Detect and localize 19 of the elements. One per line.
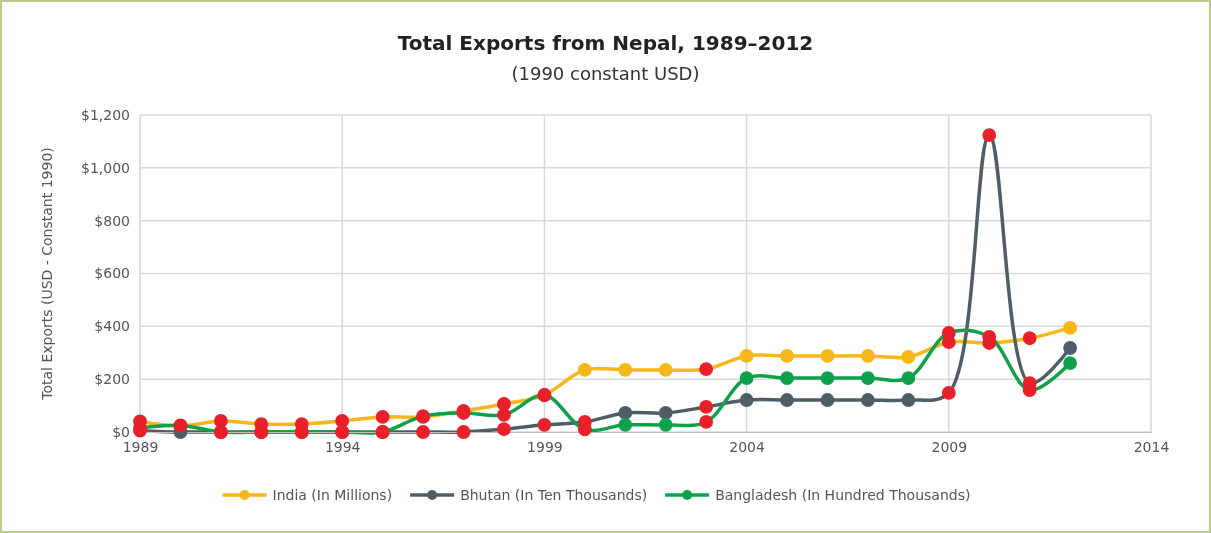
x-tick-label: 1994 bbox=[324, 438, 361, 455]
x-tick-label: 2009 bbox=[931, 438, 968, 455]
chart-subtitle: (1990 constant USD) bbox=[511, 63, 700, 84]
x-tick-label: 1989 bbox=[122, 438, 159, 455]
x-tick-label: 1999 bbox=[527, 438, 563, 455]
y-tick-label: $800 bbox=[94, 212, 130, 229]
legend-label: Bhutan (In Ten Thousands) bbox=[460, 487, 648, 503]
y-tick-label: $1,000 bbox=[81, 159, 130, 176]
legend-label: Bangladesh (In Hundred Thousands) bbox=[715, 487, 971, 503]
x-tick-label: 2004 bbox=[729, 438, 765, 455]
y-tick-label: $400 bbox=[94, 318, 130, 335]
y-tick-label: $600 bbox=[94, 265, 130, 282]
y-tick-label: $200 bbox=[94, 371, 130, 388]
y-tick-label: $1,200 bbox=[81, 106, 130, 123]
chart-title: Total Exports from Nepal, 1989–2012 bbox=[397, 31, 814, 55]
y-axis-title: Total Exports (USD - Constant 1990) bbox=[39, 147, 55, 401]
legend-label: India (In Millions) bbox=[272, 487, 393, 503]
y-tick-label: $0 bbox=[112, 423, 130, 440]
x-tick-label: 2014 bbox=[1133, 438, 1170, 455]
